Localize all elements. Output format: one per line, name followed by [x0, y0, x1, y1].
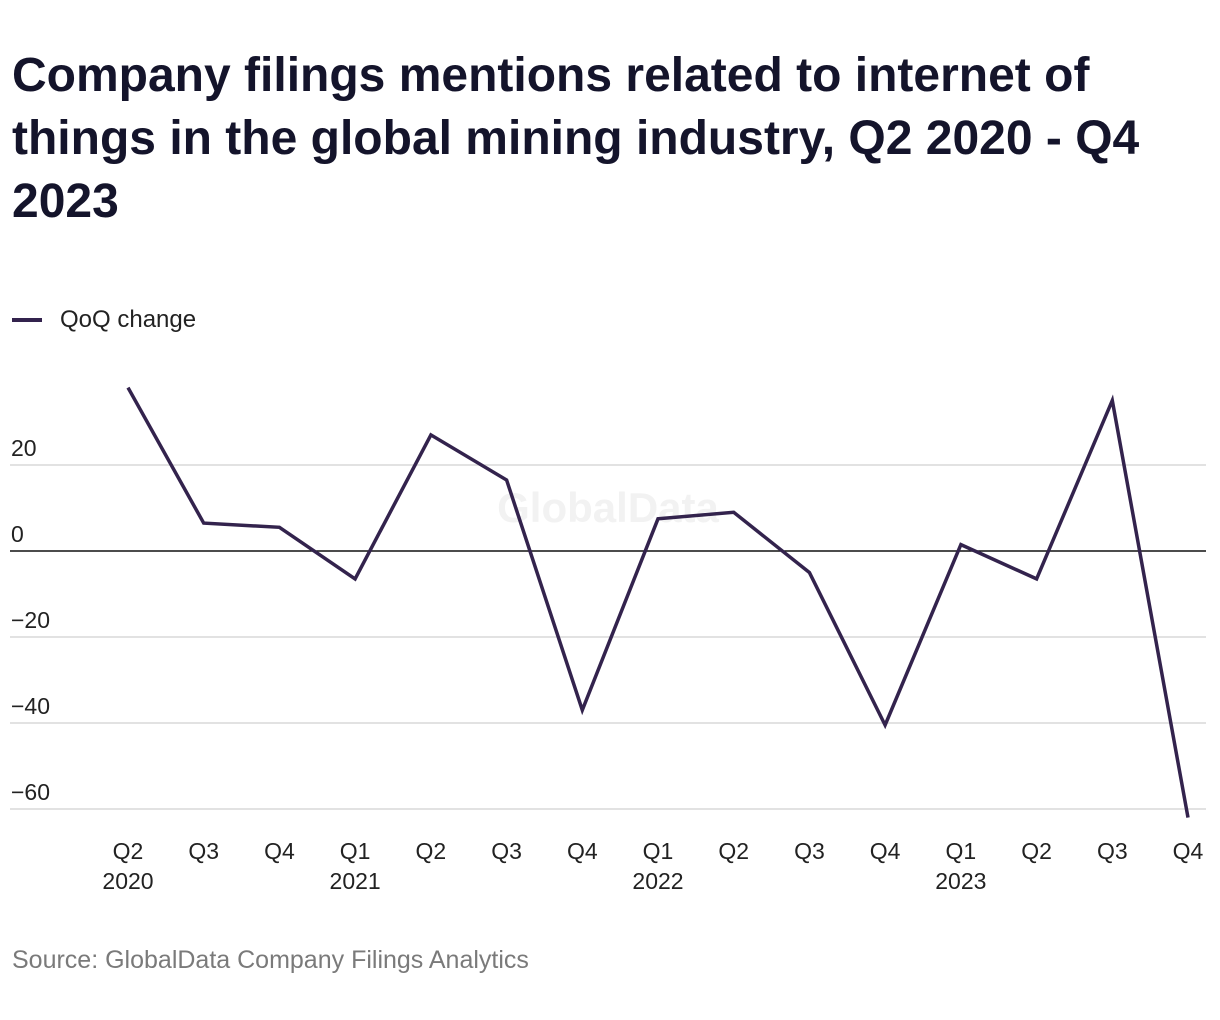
- y-axis-ticks: 20 0 −20 −40 −60: [11, 435, 50, 805]
- x-tick-label: Q2: [718, 838, 749, 864]
- legend: QoQ change: [12, 306, 196, 334]
- y-tick-label: −60: [11, 779, 50, 805]
- x-year-label: 2020: [102, 868, 153, 894]
- x-tick-label: Q4: [1173, 838, 1204, 864]
- series-layer: [126, 386, 1190, 818]
- y-tick-label: −20: [11, 607, 50, 633]
- line-chart: GlobalData 20 0 −20 −40 −60 Q2 2020 Q3 Q4 Q1 2021…: [10, 386, 1206, 894]
- x-tick-label: Q4: [870, 838, 901, 864]
- x-year-label: 2021: [330, 868, 381, 894]
- chart-title: Company filings mentions related to inte…: [12, 49, 1140, 228]
- x-axis-ticks: Q2 2020 Q3 Q4 Q1 2021 Q2 Q3 Q4 Q1 2022 Q2 Q3 Q4 Q1 2023…: [102, 838, 1203, 894]
- x-tick-label: Q3: [491, 838, 522, 864]
- x-tick-label: Q4: [264, 838, 295, 864]
- grid-layer: [10, 464, 1206, 810]
- x-tick-label: Q2: [1021, 838, 1052, 864]
- y-tick-label: 0: [11, 521, 24, 547]
- x-year-label: 2022: [632, 868, 683, 894]
- x-tick-label: Q1: [946, 838, 977, 864]
- x-tick-label: Q1: [340, 838, 371, 864]
- x-tick-label: Q3: [188, 838, 219, 864]
- x-tick-label: Q2: [113, 838, 144, 864]
- series-line: [126, 386, 1190, 818]
- source-note: Source: GlobalData Company Filings Analy…: [12, 946, 529, 974]
- legend-swatch: [12, 318, 42, 322]
- x-tick-label: Q1: [643, 838, 674, 864]
- legend-label: QoQ change: [60, 306, 197, 333]
- x-tick-label: Q4: [567, 838, 598, 864]
- x-year-label: 2023: [935, 868, 986, 894]
- watermark: GlobalData: [497, 484, 719, 531]
- y-tick-label: 20: [11, 435, 37, 461]
- x-tick-label: Q3: [794, 838, 825, 864]
- y-tick-label: −40: [11, 693, 50, 719]
- x-tick-label: Q3: [1097, 838, 1128, 864]
- x-tick-label: Q2: [416, 838, 447, 864]
